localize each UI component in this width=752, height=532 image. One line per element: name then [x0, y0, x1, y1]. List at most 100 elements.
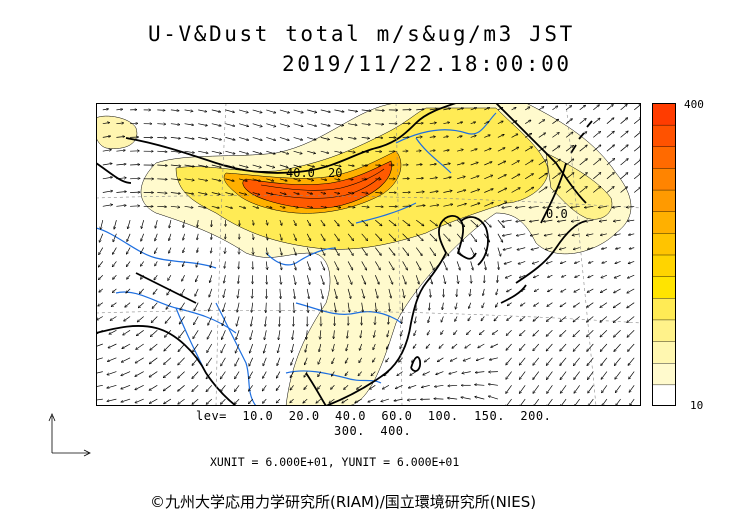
wind-arrow	[307, 123, 316, 127]
colorbar-segment	[652, 167, 676, 191]
wind-arrow	[211, 247, 212, 253]
wind-arrow	[614, 330, 621, 337]
wind-arrow	[102, 191, 113, 193]
wind-arrow	[154, 274, 158, 280]
wind-arrow	[533, 316, 540, 322]
wind-arrow	[225, 123, 235, 127]
wind-arrow	[470, 108, 477, 111]
wind-arrow	[497, 161, 506, 166]
wind-arrow	[585, 220, 594, 221]
wind-arrow	[506, 371, 512, 380]
wind-arrow	[629, 248, 635, 249]
wind-arrow	[616, 398, 621, 406]
wind-arrow	[345, 357, 349, 364]
wind-arrow	[116, 109, 122, 110]
wind-arrow	[552, 132, 559, 138]
wind-arrow	[183, 233, 185, 240]
wind-arrow	[521, 288, 526, 292]
wind-arrow	[348, 151, 355, 152]
wind-arrow	[560, 371, 567, 380]
wind-arrow	[456, 219, 465, 226]
wind-arrow	[198, 192, 207, 195]
wind-arrow	[361, 219, 368, 226]
wind-arrow	[239, 164, 248, 168]
wind-arrow	[334, 165, 341, 166]
wind-arrow	[361, 137, 370, 138]
wind-arrow	[573, 343, 580, 351]
wind-arrow	[157, 124, 166, 125]
wind-arrow	[211, 164, 222, 167]
wind-arrow	[116, 150, 125, 151]
wind-arrow	[470, 233, 477, 242]
wind-arrow	[164, 357, 172, 365]
wind-arrow	[429, 247, 436, 256]
wind-arrow	[355, 398, 362, 403]
wind-arrow	[502, 219, 512, 222]
wind-arrow	[348, 165, 354, 166]
wind-arrow	[251, 302, 252, 313]
wind-arrow	[347, 275, 352, 284]
wind-arrow	[334, 150, 342, 153]
wind-arrow	[538, 173, 547, 180]
wind-arrow	[369, 385, 376, 389]
wind-arrow	[333, 343, 335, 351]
wind-arrow	[149, 398, 158, 403]
wind-arrow	[264, 343, 267, 353]
wind-arrow	[225, 109, 234, 112]
wind-arrow	[306, 330, 307, 339]
wind-arrow	[236, 330, 240, 339]
wind-arrow	[318, 385, 322, 389]
wind-arrow	[101, 220, 104, 229]
wind-arrow	[388, 219, 396, 226]
wind-arrow	[470, 203, 480, 207]
wind-arrow	[306, 288, 309, 299]
wind-arrow	[573, 247, 580, 250]
wind-arrow	[138, 302, 144, 308]
wind-arrow	[628, 261, 635, 263]
wind-arrow	[206, 385, 213, 391]
wind-arrow	[359, 343, 363, 350]
wind-arrow	[279, 164, 288, 168]
wind-arrow	[447, 398, 458, 399]
wind-arrow	[305, 357, 308, 365]
wind-arrow	[169, 261, 172, 266]
wind-arrow	[126, 288, 131, 293]
wind-arrow	[155, 220, 158, 228]
wind-arrow	[266, 150, 275, 154]
wind-arrow	[207, 343, 213, 353]
contour-label-20: 20	[328, 166, 342, 180]
wind-arrow	[546, 316, 553, 322]
wind-arrow	[575, 274, 580, 277]
wind-arrow	[250, 330, 254, 340]
wind-arrow	[222, 330, 226, 339]
wind-arrow	[140, 261, 144, 266]
wind-arrow	[197, 233, 198, 240]
wind-arrow	[169, 247, 172, 254]
wind-arrow	[122, 343, 131, 349]
wind-arrow	[96, 343, 103, 347]
wind-arrow	[192, 357, 199, 366]
wind-arrow	[620, 104, 628, 111]
wind-arrow	[538, 160, 547, 166]
wind-arrow	[497, 175, 506, 180]
wind-arrow	[548, 288, 553, 292]
wind-arrow	[620, 187, 628, 193]
wind-arrow	[375, 302, 376, 312]
wind-arrow	[139, 288, 144, 294]
wind-arrow	[529, 205, 539, 207]
wind-arrow	[457, 275, 458, 283]
wind-arrow	[504, 261, 512, 264]
wind-arrow	[181, 288, 185, 296]
wind-arrow	[361, 206, 369, 207]
wind-arrow	[415, 219, 424, 226]
wind-arrow	[361, 110, 371, 111]
wind-arrow	[266, 220, 267, 225]
wind-arrow	[293, 275, 296, 284]
wind-arrow	[293, 261, 296, 270]
wind-arrow	[278, 330, 281, 340]
wind-arrow	[429, 164, 437, 165]
wind-arrow	[238, 288, 240, 298]
wind-arrow	[429, 233, 437, 241]
wind-arrow	[116, 205, 126, 206]
wind-arrow	[266, 123, 276, 127]
